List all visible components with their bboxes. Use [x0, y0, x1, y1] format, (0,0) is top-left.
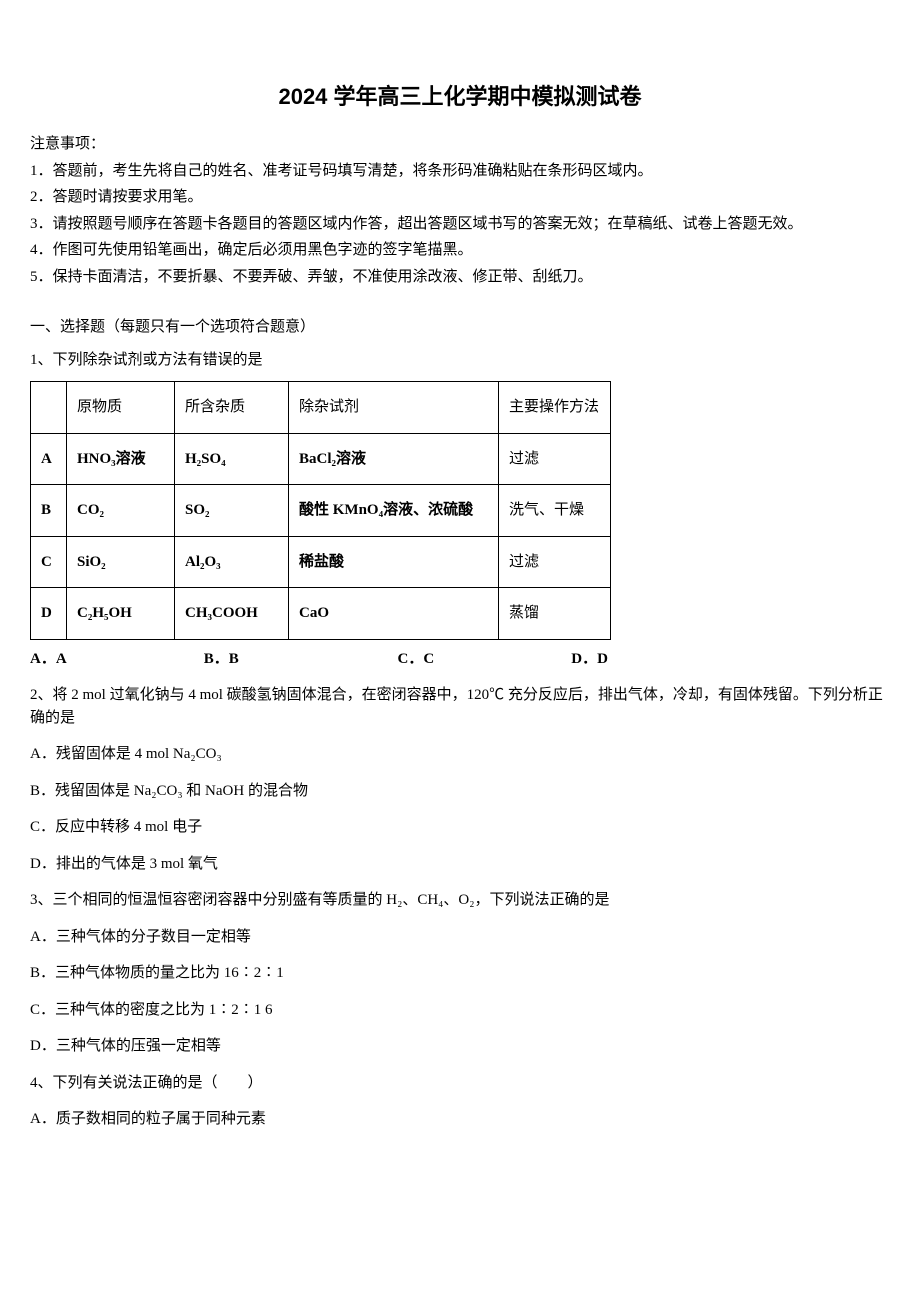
notice-heading: 注意事项：: [30, 133, 890, 156]
cell: SO₂: [175, 485, 289, 537]
cell: H₂SO₄: [175, 433, 289, 485]
cell: 过滤: [499, 433, 611, 485]
th-blank: [31, 382, 67, 434]
cell: CH₃COOH: [175, 588, 289, 640]
cell: 蒸馏: [499, 588, 611, 640]
cell: C₂H₅OH: [67, 588, 175, 640]
q1-option-d: D．D: [571, 648, 608, 671]
q4-stem: 4、下列有关说法正确的是（ ）: [30, 1072, 890, 1095]
table-row: 原物质 所含杂质 除杂试剂 主要操作方法: [31, 382, 611, 434]
cell: 酸性 KMnO₄溶液、浓硫酸: [289, 485, 499, 537]
notice-item-3: 3．请按照题号顺序在答题卡各题目的答题区域内作答，超出答题区域书写的答案无效；在…: [30, 213, 890, 236]
cell: 洗气、干燥: [499, 485, 611, 537]
q1-option-a: A．A: [30, 648, 200, 671]
cell: Al₂O₃: [175, 536, 289, 588]
th-impurity: 所含杂质: [175, 382, 289, 434]
cell: CaO: [289, 588, 499, 640]
q3-option-b: B．三种气体物质的量之比为 16∶2∶1: [30, 962, 890, 985]
q2-option-b: B．残留固体是 Na₂CO₃ 和 NaOH 的混合物: [30, 780, 890, 803]
table-row: A HNO₃溶液 H₂SO₄ BaCl₂溶液 过滤: [31, 433, 611, 485]
notice-item-4: 4．作图可先使用铅笔画出，确定后必须用黑色字迹的签字笔描黑。: [30, 239, 890, 262]
q2-option-d: D．排出的气体是 3 mol 氧气: [30, 853, 890, 876]
q2-option-a: A．残留固体是 4 mol Na₂CO₃: [30, 743, 890, 766]
cell: CO₂: [67, 485, 175, 537]
cell: D: [31, 588, 67, 640]
cell: 稀盐酸: [289, 536, 499, 588]
table-row: B CO₂ SO₂ 酸性 KMnO₄溶液、浓硫酸 洗气、干燥: [31, 485, 611, 537]
section-1-heading: 一、选择题（每题只有一个选项符合题意）: [30, 316, 890, 339]
th-reagent: 除杂试剂: [289, 382, 499, 434]
cell: BaCl₂溶液: [289, 433, 499, 485]
cell: HNO₃溶液: [67, 433, 175, 485]
cell: 过滤: [499, 536, 611, 588]
q2-option-c: C．反应中转移 4 mol 电子: [30, 816, 890, 839]
cell: SiO₂: [67, 536, 175, 588]
page-title: 2024 学年高三上化学期中模拟测试卷: [30, 80, 890, 113]
q3-option-a: A．三种气体的分子数目一定相等: [30, 926, 890, 949]
q3-option-c: C．三种气体的密度之比为 1∶2∶1 6: [30, 999, 890, 1022]
notice-item-1: 1．答题前，考生先将自己的姓名、准考证号码填写清楚，将条形码准确粘贴在条形码区域…: [30, 160, 890, 183]
notice-item-5: 5．保持卡面清洁，不要折暴、不要弄破、弄皱，不准使用涂改液、修正带、刮纸刀。: [30, 266, 890, 289]
q1-option-b: B．B: [204, 648, 394, 671]
th-original: 原物质: [67, 382, 175, 434]
table-row: C SiO₂ Al₂O₃ 稀盐酸 过滤: [31, 536, 611, 588]
q2-stem: 2、将 2 mol 过氧化钠与 4 mol 碳酸氢钠固体混合，在密闭容器中，12…: [30, 684, 890, 729]
q3-option-d: D．三种气体的压强一定相等: [30, 1035, 890, 1058]
cell: A: [31, 433, 67, 485]
cell: C: [31, 536, 67, 588]
th-method: 主要操作方法: [499, 382, 611, 434]
q4-option-a: A．质子数相同的粒子属于同种元素: [30, 1108, 890, 1131]
q1-options: A．A B．B C．C D．D: [30, 648, 890, 671]
notice-item-2: 2．答题时请按要求用笔。: [30, 186, 890, 209]
cell: B: [31, 485, 67, 537]
q1-option-c: C．C: [398, 648, 568, 671]
q1-stem: 1、下列除杂试剂或方法有错误的是: [30, 349, 890, 372]
q1-table: 原物质 所含杂质 除杂试剂 主要操作方法 A HNO₃溶液 H₂SO₄ BaCl…: [30, 381, 611, 640]
q3-stem: 3、三个相同的恒温恒容密闭容器中分别盛有等质量的 H₂、CH₄、O₂，下列说法正…: [30, 889, 890, 912]
table-row: D C₂H₅OH CH₃COOH CaO 蒸馏: [31, 588, 611, 640]
